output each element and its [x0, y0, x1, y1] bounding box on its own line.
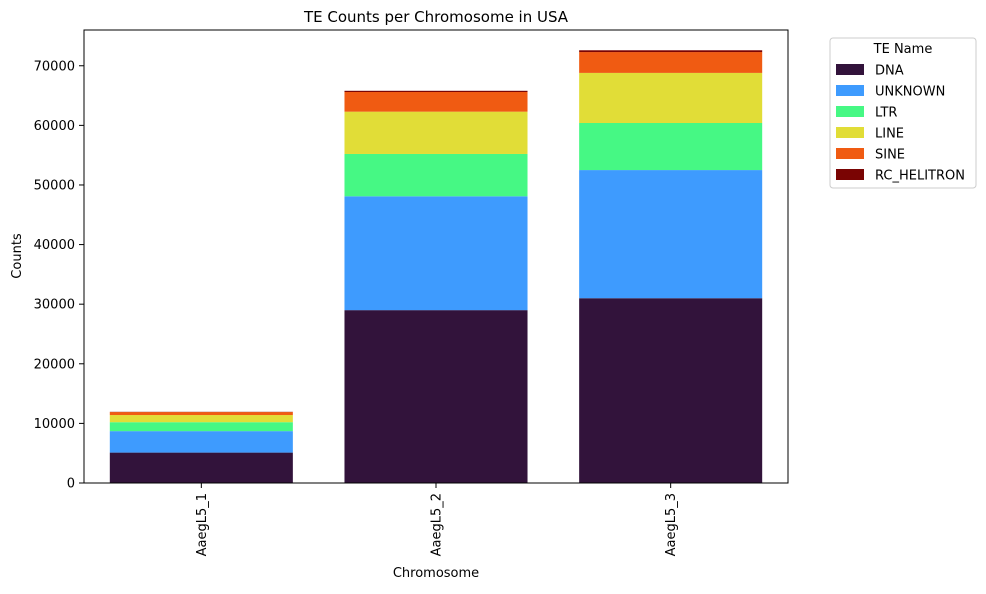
legend: TE Name DNA UNKNOWN LTR LINE SINE RC_HELITRON — [830, 38, 976, 188]
x-axis: AaegL5_1 AaegL5_2 AaegL5_3 — [195, 483, 679, 556]
x-tick-label: AaegL5_2 — [430, 493, 445, 556]
bar-sine-aaegl5-2 — [344, 92, 527, 112]
bar-dna-aaegl5-3 — [579, 298, 762, 483]
bar-dna-aaegl5-2 — [344, 310, 527, 483]
legend-swatch-sine — [836, 148, 864, 159]
y-tick-label: 20000 — [34, 357, 75, 372]
legend-title: TE Name — [873, 42, 933, 57]
bar-dna-aaegl5-1 — [110, 453, 293, 483]
legend-swatch-ltr — [836, 106, 864, 117]
x-tick-label: AaegL5_1 — [195, 493, 210, 556]
y-tick-label: 40000 — [34, 238, 75, 253]
legend-label: RC_HELITRON — [875, 169, 965, 184]
y-axis-label: Counts — [10, 233, 25, 279]
legend-label: UNKNOWN — [875, 85, 945, 100]
x-axis-label: Chromosome — [393, 566, 479, 581]
legend-label: LTR — [875, 106, 897, 121]
bars — [110, 50, 762, 483]
legend-swatch-dna — [836, 64, 864, 75]
bar-ltr-aaegl5-1 — [110, 422, 293, 431]
y-tick-label: 30000 — [34, 298, 75, 313]
legend-label: LINE — [875, 127, 904, 142]
bar-ltr-aaegl5-3 — [579, 123, 762, 170]
bar-ltr-aaegl5-2 — [344, 154, 527, 196]
y-tick-label: 70000 — [34, 59, 75, 74]
y-tick-label: 50000 — [34, 178, 75, 193]
y-axis: 0 10000 20000 30000 40000 50000 60000 70000 — [34, 59, 84, 491]
legend-swatch-line — [836, 127, 864, 138]
bar-sine-aaegl5-3 — [579, 52, 762, 73]
chart-title: TE Counts per Chromosome in USA — [303, 8, 569, 26]
bar-unknown-aaegl5-2 — [344, 196, 527, 310]
x-tick-label: AaegL5_3 — [664, 493, 679, 556]
bar-rc-helitron-aaegl5-2 — [344, 91, 527, 92]
bar-sine-aaegl5-1 — [110, 412, 293, 415]
bar-line-aaegl5-1 — [110, 415, 293, 422]
legend-label: SINE — [875, 148, 905, 163]
bar-rc-helitron-aaegl5-3 — [579, 50, 762, 52]
y-tick-label: 60000 — [34, 119, 75, 134]
bar-line-aaegl5-2 — [344, 112, 527, 154]
bar-line-aaegl5-3 — [579, 73, 762, 123]
bar-unknown-aaegl5-1 — [110, 431, 293, 452]
legend-swatch-unknown — [836, 85, 864, 96]
y-tick-label: 0 — [67, 477, 75, 492]
bar-unknown-aaegl5-3 — [579, 170, 762, 298]
legend-swatch-rc-helitron — [836, 169, 864, 180]
y-tick-label: 10000 — [34, 417, 75, 432]
legend-label: DNA — [875, 64, 904, 79]
